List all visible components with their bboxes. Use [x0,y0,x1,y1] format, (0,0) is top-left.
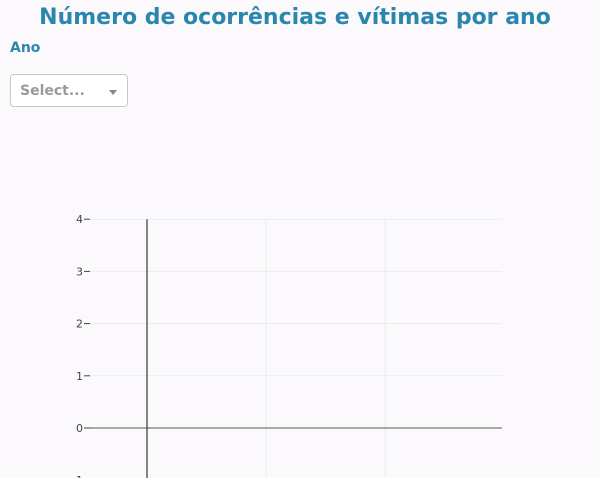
ano-select-dropdown[interactable]: Select... [10,74,128,107]
chart-axes [90,219,502,478]
y-tick-label: 2 [76,318,83,331]
y-tick-label: 1 [76,370,83,383]
chart-y-ticks: 4 3 2 1 0 −1 [67,213,90,478]
ano-select-placeholder: Select... [20,82,85,99]
y-tick-label: 3 [76,265,83,278]
page-title: Número de ocorrências e vítimas por ano [39,5,551,30]
chart-grid [90,218,502,478]
ano-filter-label: Ano [10,40,41,56]
y-tick-label: −1 [67,474,83,478]
chevron-down-icon[interactable] [109,90,117,95]
y-tick-label: 4 [76,213,83,226]
y-tick-label: 0 [76,422,83,435]
